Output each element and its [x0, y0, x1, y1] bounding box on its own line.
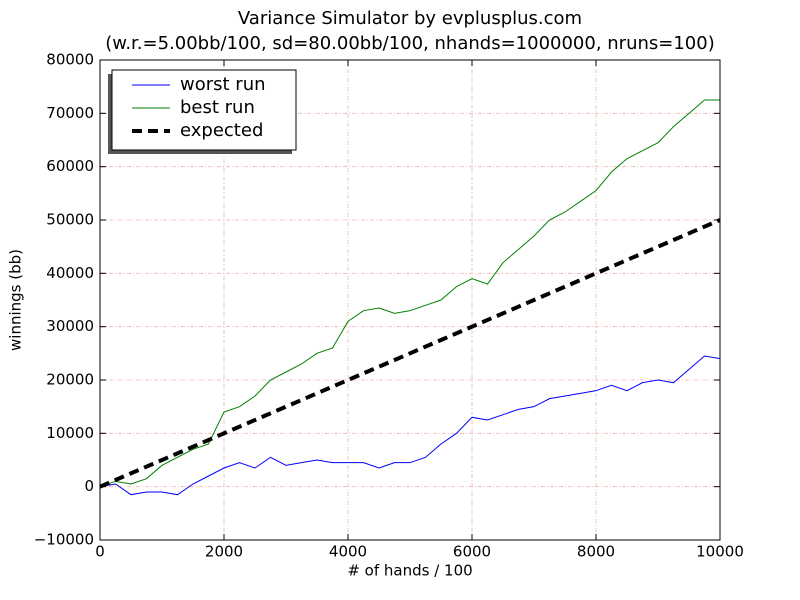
y-tick-label: 80000: [46, 51, 94, 69]
y-tick-label: 10000: [46, 424, 94, 442]
legend-label: expected: [180, 120, 263, 141]
x-axis-label: # of hands / 100: [347, 562, 472, 580]
x-tick-label: 4000: [329, 543, 367, 561]
legend-box: [111, 69, 297, 151]
y-tick-label: 20000: [46, 371, 94, 389]
plot-frame: [99, 59, 721, 541]
legend-label: worst run: [180, 74, 266, 95]
legend-label: best run: [180, 97, 255, 118]
series-line: [99, 218, 721, 489]
chart-subtitle: (w.r.=5.00bb/100, sd=80.00bb/100, nhands…: [105, 33, 715, 54]
y-axis-label: winnings (bb): [7, 249, 25, 351]
y-tick-label: 70000: [46, 104, 94, 122]
x-tick-label: 8000: [577, 543, 615, 561]
y-tick-label: 60000: [46, 157, 94, 175]
chart-title: Variance Simulator by evplusplus.com: [238, 8, 582, 29]
x-tick-label: 6000: [453, 543, 491, 561]
y-tick-label: 0: [84, 477, 94, 495]
y-tick-label: 40000: [46, 264, 94, 282]
y-tick-label: 30000: [46, 317, 94, 335]
x-tick-label: 2000: [205, 543, 243, 561]
x-tick-label: 10000: [696, 543, 744, 561]
x-tick-label: 0: [95, 543, 105, 561]
y-tick-label: 50000: [46, 211, 94, 229]
y-tick-label: −10000: [34, 531, 94, 549]
series-line: [99, 99, 720, 488]
series-line: [99, 355, 721, 496]
